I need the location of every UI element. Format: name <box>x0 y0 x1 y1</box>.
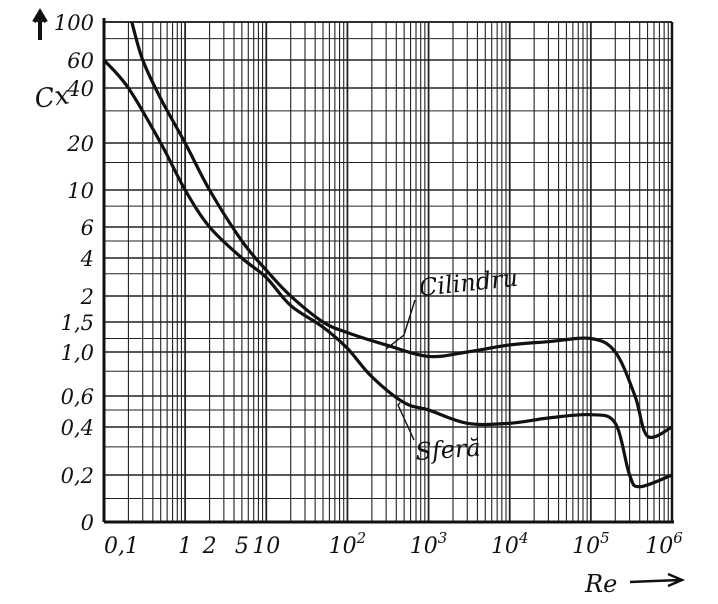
y-tick-label: 100 <box>54 11 94 35</box>
series-line-cilindru <box>130 21 672 439</box>
y-axis-arrow <box>32 8 48 40</box>
y-tick-label: 10 <box>67 179 94 203</box>
y-axis-label: Cx <box>33 80 72 115</box>
callout-lines <box>385 299 416 441</box>
y-tick-label: 60 <box>67 49 94 73</box>
x-tick-label: 0,1 <box>104 534 139 559</box>
y-tick-labels: 0 0,2 0,4 0,6 1,0 1,52 4 6 10 20 40 60 100 <box>54 11 94 535</box>
x-tick-labels: 0,1 1 2 5 10 102 103 104 105 106 <box>104 529 683 559</box>
y-tick-label: 1,0 <box>61 341 94 365</box>
callout-cilindru <box>385 299 416 350</box>
callout-sfera <box>397 402 415 441</box>
y-tick-label: 40 <box>66 77 94 101</box>
x-tick-label: 10 <box>252 534 280 559</box>
x-tick-label: 106 <box>645 529 683 559</box>
x-tick-label: 2 <box>202 534 217 559</box>
y-tick-label: 1,5 <box>61 311 94 335</box>
y-tick-label: 2 <box>80 285 94 309</box>
y-tick-label: 20 <box>66 132 94 156</box>
axes <box>102 18 674 524</box>
x-axis-arrow <box>629 572 686 588</box>
curves <box>104 21 672 489</box>
x-tick-label: 1 <box>178 534 192 559</box>
y-tick-label: 0,2 <box>61 464 94 488</box>
x-tick-label: 102 <box>329 529 367 559</box>
y-tick-label: 4 <box>80 247 94 271</box>
grid <box>103 21 672 522</box>
series-line-sfera <box>104 58 672 489</box>
y-tick-label: 0,6 <box>61 385 94 409</box>
series-label-sfera: Sferă <box>414 433 481 465</box>
y-tick-label: 0 <box>81 511 94 535</box>
y-tick-label: 6 <box>81 216 94 240</box>
y-tick-label: 0,4 <box>61 416 94 440</box>
x-axis-label: Re <box>584 570 617 598</box>
x-tick-label: 5 <box>235 534 249 559</box>
